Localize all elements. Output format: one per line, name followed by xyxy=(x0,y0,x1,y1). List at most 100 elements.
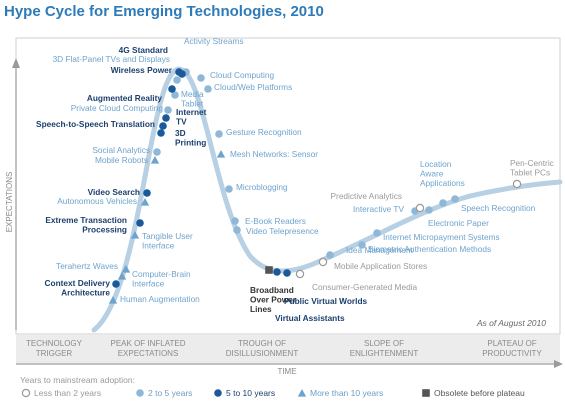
tech-item: Autonomous Vehicles xyxy=(57,196,150,206)
marker-circle-light-38 xyxy=(439,199,447,207)
tech-label: Gesture Recognition xyxy=(226,127,302,137)
tech-label: Printing xyxy=(175,138,206,148)
tech-label: Interface xyxy=(142,241,175,251)
tech-item: Cloud Computing xyxy=(197,70,274,82)
tech-label: TV xyxy=(176,117,187,127)
hype-curve xyxy=(91,66,563,333)
tech-item: Gesture Recognition xyxy=(215,127,302,138)
tech-label: Human Augmentation xyxy=(120,294,200,304)
marker-circle-dark-16 xyxy=(143,189,151,197)
tech-label: 3D xyxy=(175,128,186,138)
tech-label: Speech Recognition xyxy=(461,203,536,213)
marker-circle-dark-29 xyxy=(283,269,291,277)
phase-band xyxy=(16,335,560,363)
marker-triangle-23 xyxy=(121,265,131,273)
marker-triangle-17 xyxy=(140,198,150,206)
tech-item: Speech Recognition xyxy=(451,195,536,213)
tech-label: Interactive TV xyxy=(353,204,404,214)
tech-label: Cloud Computing xyxy=(210,70,274,80)
y-axis-arrow-icon xyxy=(12,58,20,68)
marker-square xyxy=(422,389,430,397)
tech-label: Location xyxy=(420,159,452,169)
marker-circle-light-6 xyxy=(204,85,212,93)
marker-circle-light-13 xyxy=(153,148,161,156)
marker-circle-light-37 xyxy=(425,206,433,214)
tech-label: Mobile Application Stores xyxy=(334,261,427,271)
tech-label: Microblogging xyxy=(236,182,288,192)
marker-circle-dark-10 xyxy=(159,122,167,130)
tech-label: Tablet xyxy=(181,99,204,109)
legend-item-triangle: More than 10 years xyxy=(297,388,383,398)
tech-item: E-Book Readers xyxy=(231,216,306,226)
diagram-title: Hype Cycle for Emerging Technologies, 20… xyxy=(4,3,324,20)
tech-label: Cloud/Web Platforms xyxy=(214,82,292,92)
marker-circle-dark-19 xyxy=(136,219,144,227)
marker-circle-open xyxy=(21,388,31,398)
tech-label: Lines xyxy=(250,304,272,314)
tech-item: Microblogging xyxy=(225,182,288,193)
tech-item: Cloud/Web Platforms xyxy=(204,82,292,93)
marker-circle-light xyxy=(136,389,144,397)
tech-item: Mobile Robots xyxy=(95,155,160,165)
marker-circle-dark-25 xyxy=(112,280,120,288)
marker-circle-dark-9 xyxy=(162,114,170,122)
tech-label: Terahertz Waves xyxy=(56,261,118,271)
legend-label: Obsolete before plateau xyxy=(434,388,525,398)
marker-circle-light-4 xyxy=(197,74,205,82)
tech-label: Aware xyxy=(420,169,444,179)
tech-label: Mobile Robots xyxy=(95,155,148,165)
tech-label: Over Power xyxy=(250,295,297,305)
tech-label: Biometric Authentication Methods xyxy=(368,244,491,254)
tech-item: Human Augmentation xyxy=(108,294,200,304)
tech-label: Private Cloud Computing xyxy=(71,103,164,113)
legend-label: More than 10 years xyxy=(310,388,383,398)
tech-item: Idea Management xyxy=(326,245,414,259)
marker-circle-dark xyxy=(214,389,222,397)
tech-label: Pen-Centric xyxy=(510,158,554,168)
tech-label: Extreme Transaction xyxy=(45,215,127,225)
marker-circle-light-20 xyxy=(231,217,239,225)
tech-label: Wireless Power xyxy=(111,65,173,75)
marker-circle-light-5 xyxy=(171,91,179,99)
tech-label: 4G Standard xyxy=(119,45,168,55)
marker-circle-light-18 xyxy=(225,185,233,193)
tech-label: Video Search xyxy=(88,187,140,197)
tech-item: Consumer-Generated Media xyxy=(295,269,418,292)
tech-label: Tablet PCs xyxy=(510,168,550,178)
tech-item: 3D Flat-Panel TVs and Displays xyxy=(53,54,181,84)
tech-label: Social Analytics xyxy=(92,145,150,155)
phase-label-line1: PLATEAU OF xyxy=(487,339,536,348)
tech-label: Context Delivery xyxy=(45,278,111,288)
phase-label-line2: PRODUCTIVITY xyxy=(482,349,542,358)
tech-label: Architecture xyxy=(61,288,110,298)
tech-label: Applications xyxy=(420,178,465,188)
marker-triangle-24 xyxy=(117,272,127,280)
legend-item-square: Obsolete before plateau xyxy=(422,388,525,398)
tech-item: Mobile Application Stores xyxy=(318,257,427,271)
marker-circle-dark-11 xyxy=(157,129,165,137)
marker-circle-open-30 xyxy=(295,269,305,279)
tech-item: Social Analytics xyxy=(92,145,161,156)
phase-label-line2: TRIGGER xyxy=(36,349,73,358)
legend-item-circle-light: 2 to 5 years xyxy=(136,388,192,398)
tech-item: Virtual Assistants xyxy=(275,269,345,323)
tech-item: Predictive Analytics xyxy=(331,191,425,213)
tech-label: Tangible User xyxy=(142,231,193,241)
phase-label-line1: PEAK OF INFLATED xyxy=(111,339,186,348)
tech-label: Virtual Assistants xyxy=(275,313,345,323)
tech-label: Augmented Reality xyxy=(87,93,163,103)
marker-circle-open-36 xyxy=(415,203,425,213)
tech-label: Autonomous Vehicles xyxy=(57,196,137,206)
